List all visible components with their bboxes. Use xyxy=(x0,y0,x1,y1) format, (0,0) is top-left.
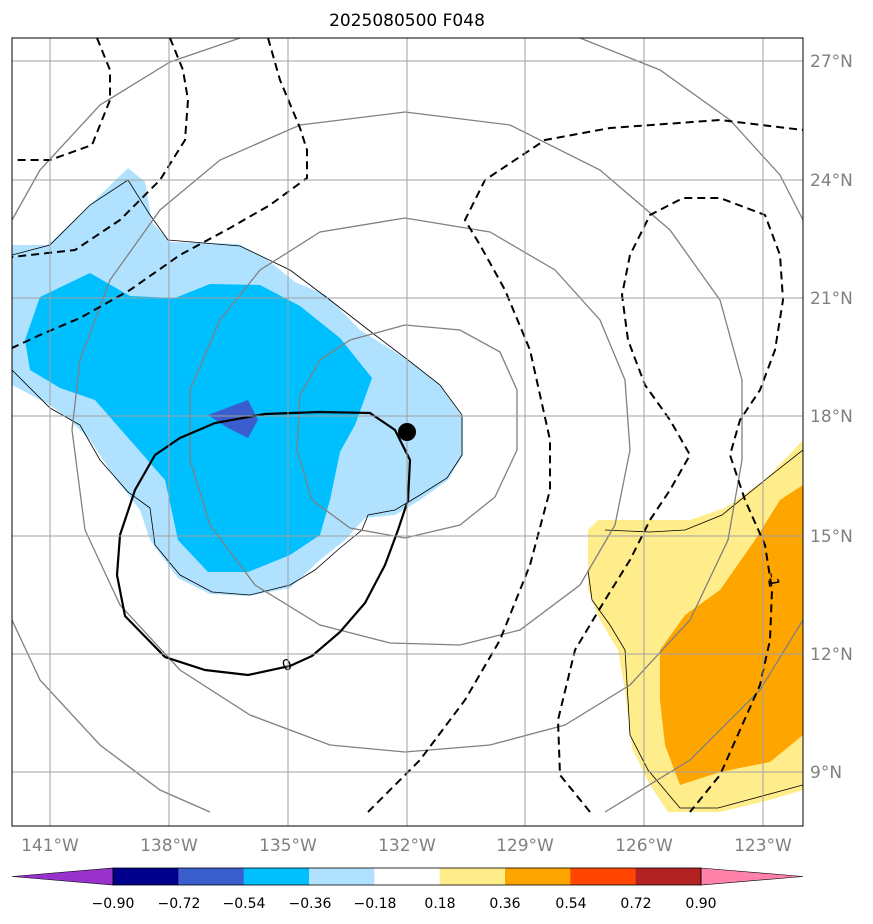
colorbar-label: 0.54 xyxy=(555,896,586,912)
lat-tick-label: 15°N xyxy=(810,527,853,547)
longitude-ticks: 141°W 138°W 135°W 132°W 129°W 126°W 123°… xyxy=(21,836,792,856)
lon-tick-label: 123°W xyxy=(734,836,792,856)
colorbar-segment xyxy=(374,868,441,885)
dashed-contours xyxy=(12,38,803,813)
colorbar-segment xyxy=(635,868,702,885)
colorbar-label: −0.18 xyxy=(354,896,397,912)
colorbar-label: −0.54 xyxy=(223,896,266,912)
colorbar-segment xyxy=(243,868,310,885)
figure-title: 2025080500 F048 xyxy=(329,11,485,31)
colorbar-segment xyxy=(309,868,375,885)
colorbar-segment xyxy=(178,868,245,885)
lon-tick-label: 129°W xyxy=(496,836,554,856)
shade-deep-sky-blue xyxy=(25,273,372,572)
colorbar-segment xyxy=(570,868,637,885)
plot-area: 0 -1 xyxy=(12,38,803,826)
lat-tick-label: 9°N xyxy=(810,763,842,783)
lon-tick-label: 132°W xyxy=(378,836,436,856)
lon-tick-label: 138°W xyxy=(140,836,198,856)
contour-label-neg-one: -1 xyxy=(763,571,783,589)
colorbar xyxy=(11,867,804,886)
lat-tick-label: 27°N xyxy=(810,52,853,72)
latitude-ticks: 27°N 24°N 21°N 18°N 15°N 12°N 9°N xyxy=(810,52,853,783)
colorbar-label: 0.90 xyxy=(685,896,716,912)
colorbar-frame xyxy=(112,867,702,886)
lon-tick-label: 126°W xyxy=(615,836,673,856)
lat-tick-label: 18°N xyxy=(810,407,853,427)
zero-contour xyxy=(115,410,412,677)
colorbar-segment xyxy=(505,868,571,885)
colorbar-label: 0.18 xyxy=(424,896,455,912)
colorbar-extend-max xyxy=(700,867,804,886)
lat-tick-label: 24°N xyxy=(810,171,853,191)
plot-frame xyxy=(11,37,804,827)
colorbar-labels: −0.90 −0.72 −0.54 −0.36 −0.18 0.18 0.36 … xyxy=(92,896,717,912)
lat-tick-label: 21°N xyxy=(810,289,853,309)
colorbar-segment xyxy=(113,868,179,885)
storm-center-marker xyxy=(398,423,416,441)
lon-tick-label: 135°W xyxy=(259,836,317,856)
colorbar-label: −0.36 xyxy=(289,896,332,912)
lon-tick-label: 141°W xyxy=(21,836,79,856)
grey-contours xyxy=(12,38,803,813)
colorbar-label: −0.72 xyxy=(158,896,201,912)
colorbar-label: −0.90 xyxy=(92,896,135,912)
colorbar-label: 0.72 xyxy=(620,896,651,912)
outline-positive xyxy=(587,449,803,809)
colorbar-label: 0.36 xyxy=(489,896,520,912)
colorbar-segment xyxy=(439,868,506,885)
colorbar-extend-min xyxy=(11,867,114,886)
lat-tick-label: 12°N xyxy=(810,645,853,665)
